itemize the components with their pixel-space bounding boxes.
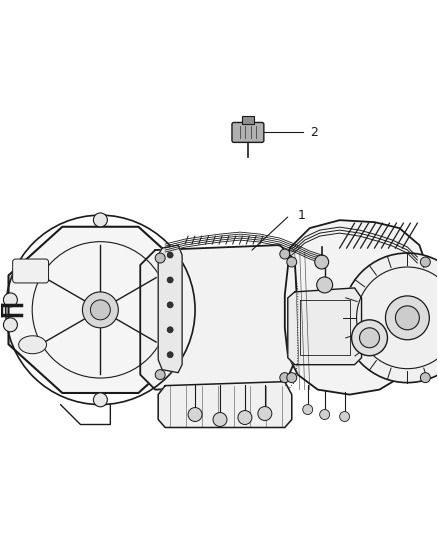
Text: 1: 1 (298, 208, 306, 222)
Circle shape (280, 249, 290, 259)
Circle shape (420, 373, 430, 383)
Polygon shape (158, 382, 292, 427)
Circle shape (339, 411, 350, 422)
Circle shape (93, 213, 107, 227)
Circle shape (280, 373, 290, 383)
Circle shape (352, 320, 388, 356)
Circle shape (287, 373, 297, 383)
Circle shape (343, 253, 438, 383)
FancyBboxPatch shape (232, 123, 264, 142)
Circle shape (213, 413, 227, 426)
Circle shape (155, 370, 165, 379)
Circle shape (4, 293, 18, 307)
Circle shape (167, 277, 173, 283)
Circle shape (320, 409, 330, 419)
Circle shape (360, 328, 379, 348)
Circle shape (317, 277, 332, 293)
FancyBboxPatch shape (13, 259, 49, 283)
Circle shape (188, 408, 202, 422)
Circle shape (167, 302, 173, 308)
Circle shape (155, 253, 165, 263)
Circle shape (90, 300, 110, 320)
Circle shape (287, 257, 297, 267)
Circle shape (396, 306, 419, 330)
Circle shape (420, 257, 430, 267)
Circle shape (314, 255, 328, 269)
Polygon shape (285, 220, 429, 394)
Polygon shape (8, 227, 192, 393)
Circle shape (93, 393, 107, 407)
Circle shape (167, 352, 173, 358)
Polygon shape (158, 245, 182, 373)
Polygon shape (140, 245, 300, 390)
Circle shape (167, 252, 173, 258)
Bar (242, 117, 254, 124)
Circle shape (167, 327, 173, 333)
Text: 2: 2 (310, 126, 318, 139)
Circle shape (238, 410, 252, 424)
Circle shape (82, 292, 118, 328)
Polygon shape (288, 288, 361, 365)
Circle shape (385, 296, 429, 340)
Circle shape (4, 318, 18, 332)
Ellipse shape (19, 336, 46, 354)
Circle shape (258, 407, 272, 421)
Circle shape (303, 405, 313, 415)
